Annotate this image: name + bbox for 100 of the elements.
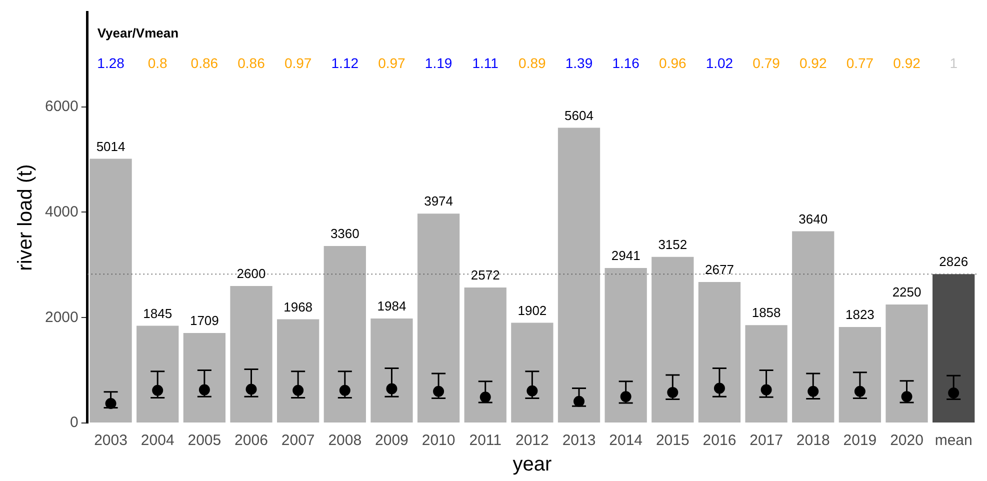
annotation: 0.97 [284,54,312,71]
bar [136,326,179,422]
point [714,382,725,394]
bar [558,128,600,422]
point [574,396,585,407]
x-tick-label: 2012 [515,432,549,450]
bar [464,287,506,422]
point [292,384,304,396]
point [667,386,678,398]
x-tick-label: 2014 [609,432,643,450]
annotation: 1.39 [565,54,593,71]
annotation: 0.8 [148,54,168,71]
point [948,387,960,398]
y-tick-label: 4000 [44,203,78,220]
data-label: 2826 [939,254,968,270]
bar [417,214,460,422]
data-label: 1709 [190,313,219,328]
data-label: 3974 [424,194,453,209]
data-label: 2250 [892,284,922,300]
y-tick-label: 0 [70,414,78,432]
x-tick-label: 2016 [702,432,736,450]
point [760,384,772,396]
data-label: 2941 [611,248,640,264]
x-tick-label: 2017 [750,432,783,450]
point [198,384,210,396]
annotation: 0.79 [752,54,780,71]
bar [324,246,366,422]
point [105,398,116,410]
x-tick-label: 2020 [890,432,924,450]
x-tick-label: 2003 [94,432,128,450]
point [339,384,350,396]
x-axis-title: year [512,454,552,476]
x-tick-label: 2015 [656,432,690,450]
bar [230,286,272,422]
data-label: 1858 [752,305,781,320]
data-label: 1968 [284,299,313,314]
point [854,386,866,397]
annotation: Vyear/Vmean [97,26,179,41]
bar [886,304,928,422]
bar [838,326,882,422]
data-label: 5014 [96,138,126,154]
bar [511,322,554,422]
annotation: 0.92 [893,54,921,71]
data-label: 3152 [658,236,688,252]
y-tick-label: 2000 [44,308,78,326]
bar [792,231,834,422]
data-label: 2572 [470,268,500,283]
x-tick-label: 2010 [422,432,456,450]
point [246,384,257,395]
annotation: 0.97 [378,54,406,71]
point [526,385,538,396]
point [480,392,491,403]
point [152,384,164,396]
data-label: 2600 [236,266,266,282]
data-label: 3360 [330,226,360,242]
bar [745,325,788,422]
x-tick-label: mean [934,432,972,450]
point [433,386,444,397]
data-label: 2677 [705,262,734,278]
x-tick-label: 2019 [843,432,877,450]
x-tick-label: 2011 [469,432,502,450]
bar [183,332,226,422]
data-label: 1845 [143,306,172,321]
y-axis-title: river load (t) [14,164,37,271]
annotation: 0.89 [518,54,546,71]
data-label: 3640 [798,211,828,226]
bar [370,318,413,422]
annotation: 0.86 [238,54,266,71]
annotation: 1.02 [706,54,734,71]
x-tick-label: 2007 [281,432,315,450]
data-label: 5604 [564,108,594,123]
point [620,391,632,402]
x-tick-label: 2006 [234,432,268,450]
data-label: 1823 [845,307,874,322]
annotation: 1.12 [331,54,359,71]
annotation: 1.16 [612,54,640,71]
bar [698,282,741,422]
bar [90,158,132,422]
annotation: 0.77 [846,54,874,71]
x-tick-label: 2008 [328,432,362,450]
point [386,383,398,394]
annotation: 1.28 [97,54,125,71]
annotation: 0.96 [659,54,686,71]
annotation: 0.92 [799,54,827,71]
annotation: 0.86 [190,54,218,71]
x-tick-label: 2018 [796,432,830,450]
data-label: 1902 [518,302,547,318]
data-label: 1984 [377,298,406,314]
bar [277,319,320,422]
x-tick-label: 2009 [375,432,408,450]
y-tick-label: 6000 [44,98,78,115]
annotation: 1.19 [424,54,452,71]
x-tick-label: 2013 [562,432,596,450]
x-tick-label: 2005 [188,432,222,450]
point [901,391,912,402]
x-tick-label: 2004 [140,432,174,450]
point [808,386,819,397]
bar [652,256,694,422]
bar [604,268,647,422]
annotation: 1.11 [472,54,499,71]
